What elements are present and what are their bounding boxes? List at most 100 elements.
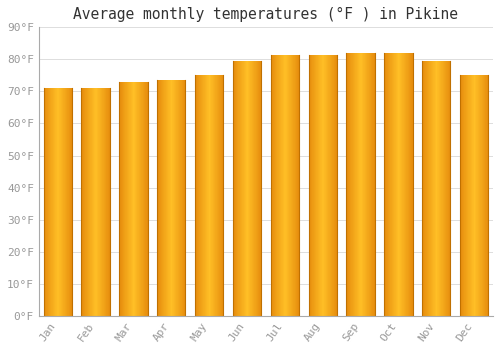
Bar: [100, 88, 102, 316]
Bar: [325, 55, 326, 316]
Bar: [136, 82, 137, 316]
Bar: [173, 80, 174, 316]
Bar: [403, 53, 404, 316]
Bar: [333, 55, 334, 316]
Bar: [147, 82, 148, 316]
Bar: [402, 53, 403, 316]
Bar: [390, 53, 391, 316]
Bar: [212, 75, 213, 316]
Bar: [161, 80, 162, 316]
Bar: [364, 53, 365, 316]
Bar: [134, 82, 135, 316]
Bar: [359, 53, 360, 316]
Bar: [131, 82, 132, 316]
Bar: [308, 55, 309, 316]
Bar: [441, 61, 442, 316]
Bar: [374, 53, 375, 316]
Bar: [71, 88, 72, 316]
Bar: [106, 88, 107, 316]
Bar: [55, 88, 56, 316]
Bar: [404, 53, 405, 316]
Bar: [198, 75, 199, 316]
Bar: [200, 75, 201, 316]
Bar: [322, 55, 324, 316]
Bar: [250, 61, 251, 316]
Bar: [137, 82, 138, 316]
Bar: [145, 82, 146, 316]
Bar: [178, 80, 179, 316]
Bar: [396, 53, 398, 316]
Bar: [91, 88, 92, 316]
Bar: [391, 53, 392, 316]
Bar: [487, 75, 488, 316]
Bar: [373, 53, 374, 316]
Bar: [356, 53, 357, 316]
Bar: [276, 55, 277, 316]
Bar: [256, 61, 257, 316]
Bar: [127, 82, 128, 316]
Bar: [461, 75, 462, 316]
Bar: [346, 53, 347, 316]
Bar: [218, 75, 219, 316]
Bar: [98, 88, 99, 316]
Bar: [336, 55, 337, 316]
Bar: [236, 61, 237, 316]
Bar: [357, 53, 358, 316]
Bar: [129, 82, 130, 316]
Bar: [69, 88, 70, 316]
Bar: [290, 55, 291, 316]
Bar: [96, 88, 98, 316]
Bar: [167, 80, 168, 316]
Bar: [201, 75, 202, 316]
Bar: [358, 53, 359, 316]
Bar: [105, 88, 106, 316]
Bar: [368, 53, 369, 316]
Bar: [108, 88, 109, 316]
Bar: [447, 61, 448, 316]
Bar: [157, 80, 158, 316]
Bar: [280, 55, 281, 316]
Bar: [180, 80, 181, 316]
Bar: [196, 75, 197, 316]
Bar: [449, 61, 450, 316]
Bar: [370, 53, 371, 316]
Bar: [366, 53, 367, 316]
Bar: [460, 75, 461, 316]
Bar: [298, 55, 299, 316]
Bar: [242, 61, 243, 316]
Bar: [66, 88, 67, 316]
Bar: [408, 53, 409, 316]
Bar: [432, 61, 433, 316]
Bar: [479, 75, 480, 316]
Bar: [160, 80, 161, 316]
Bar: [361, 53, 362, 316]
Bar: [89, 88, 90, 316]
Bar: [215, 75, 216, 316]
Bar: [472, 75, 473, 316]
Bar: [316, 55, 317, 316]
Bar: [219, 75, 220, 316]
Bar: [243, 61, 244, 316]
Bar: [46, 88, 47, 316]
Bar: [64, 88, 65, 316]
Bar: [240, 61, 241, 316]
Bar: [217, 75, 218, 316]
Bar: [294, 55, 295, 316]
Bar: [328, 55, 329, 316]
Bar: [473, 75, 474, 316]
Bar: [312, 55, 313, 316]
Bar: [321, 55, 322, 316]
Bar: [260, 61, 261, 316]
Bar: [234, 61, 235, 316]
Bar: [92, 88, 94, 316]
Bar: [68, 88, 69, 316]
Bar: [369, 53, 370, 316]
Bar: [395, 53, 396, 316]
Bar: [483, 75, 484, 316]
Bar: [204, 75, 205, 316]
Bar: [429, 61, 430, 316]
Bar: [295, 55, 296, 316]
Bar: [436, 61, 437, 316]
Bar: [49, 88, 50, 316]
Bar: [291, 55, 292, 316]
